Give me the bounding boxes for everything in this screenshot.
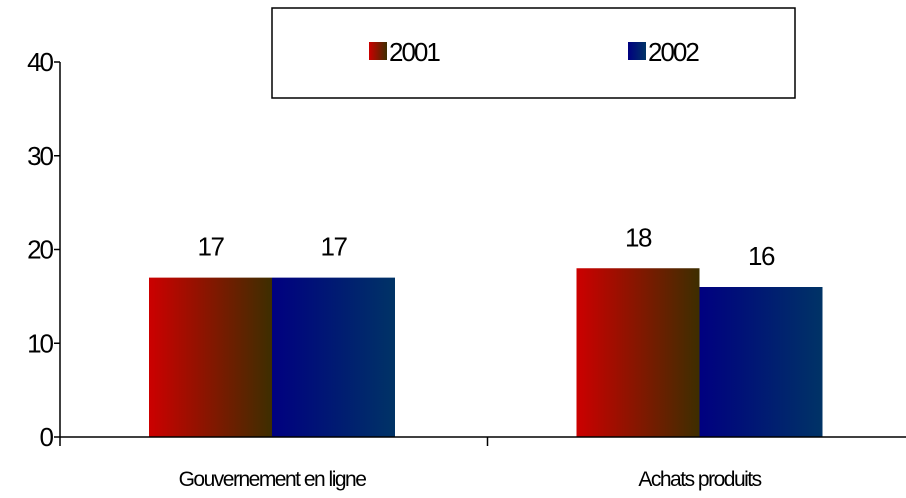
y-tick-label: 0 [40,422,54,452]
x-tick-label: Gouvernement en ligne [179,468,367,491]
data-label: 16 [748,241,775,271]
legend: 2001 2002 [271,7,796,99]
data-label: 18 [625,222,652,252]
legend-swatch [369,42,387,60]
legend-label: 2002 [648,37,699,67]
bars-layer [149,268,823,437]
legend-box [271,7,796,99]
legend-swatch [628,42,646,60]
data-labels-layer: 17 17 18 16 [198,222,777,271]
y-tick-label: 30 [27,141,53,171]
data-label: 17 [198,232,225,262]
y-tick-label: 20 [27,235,53,265]
legend-label: 2001 [389,37,440,67]
bar-2001-achats [576,268,700,437]
bar-2001-gouvernement [149,277,272,437]
x-tick-label: Achats produits [638,468,761,491]
bar-2002-achats [699,287,823,437]
bar-2002-gouvernement [272,277,395,437]
y-tick-label: 10 [27,328,53,358]
data-label: 17 [321,232,348,262]
y-tick-label: 40 [27,47,53,77]
axes: Gouvernement en ligne Achats produits 0 10 2… [27,47,906,491]
